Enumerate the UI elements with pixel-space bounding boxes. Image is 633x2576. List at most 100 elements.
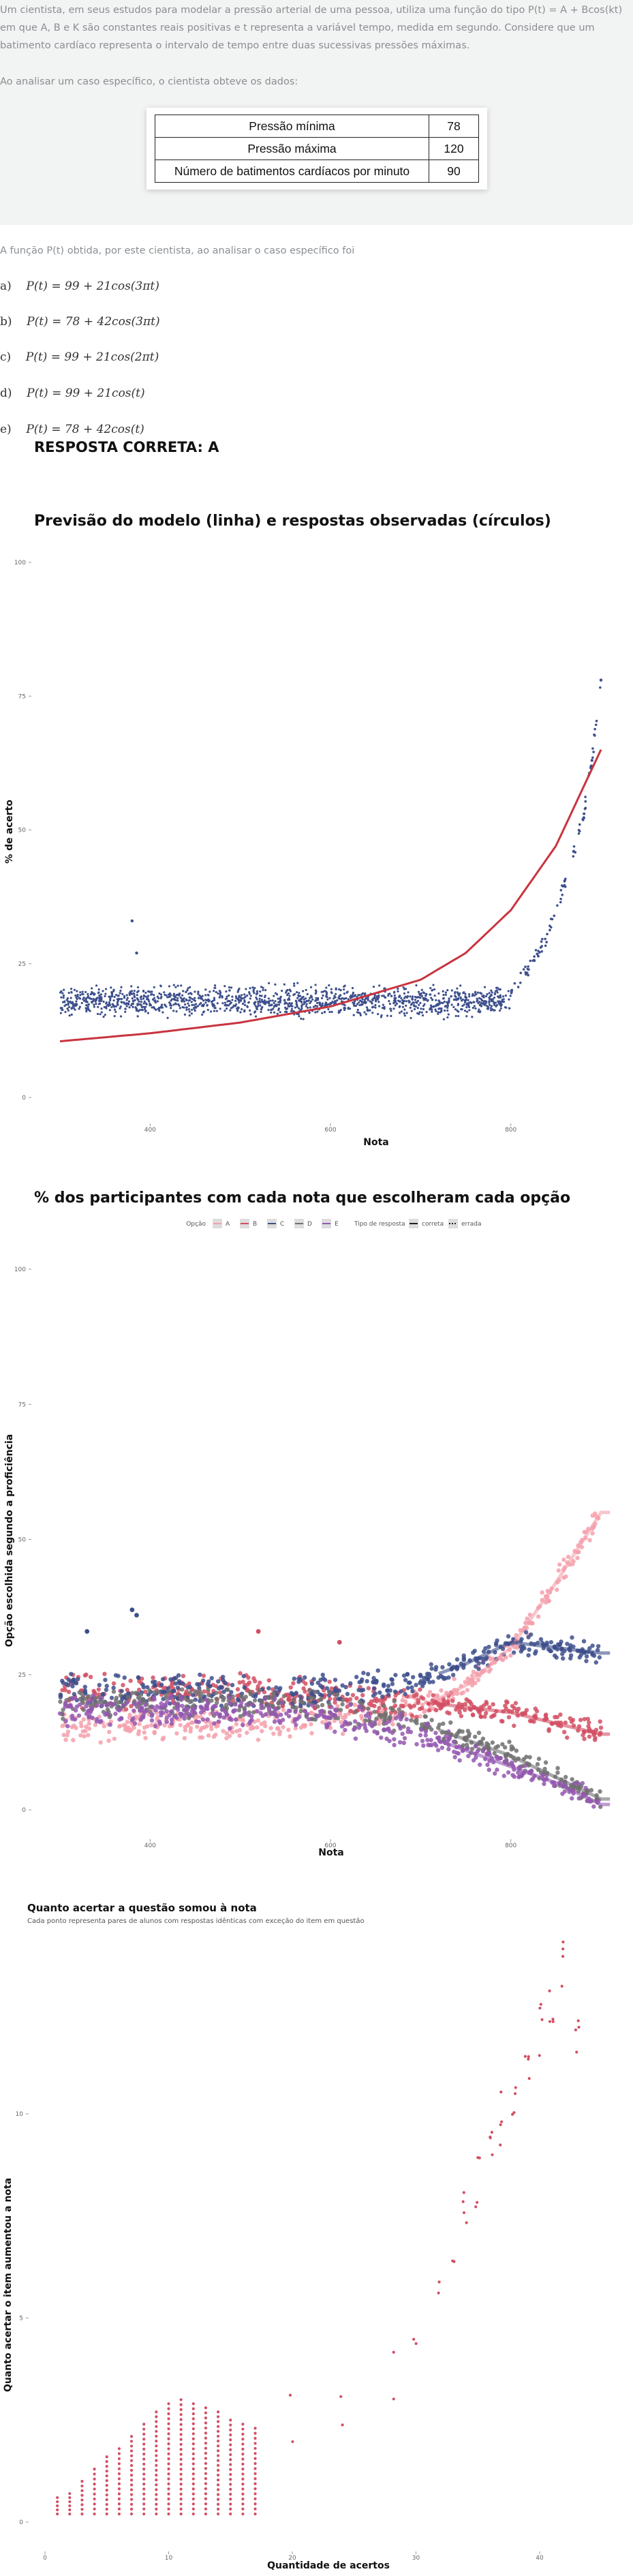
data-point: [179, 2403, 183, 2406]
option-c[interactable]: c) P(t) = 99 + 21cos(2πt): [0, 350, 159, 364]
data-point: [288, 2393, 292, 2397]
observed-point: [420, 988, 423, 991]
data-point: [217, 2468, 220, 2472]
observed-point: [307, 999, 310, 1002]
observed-point: [321, 1002, 324, 1005]
data-point: [80, 2480, 84, 2483]
observed-point: [493, 1001, 495, 1003]
observed-point: [117, 1003, 119, 1006]
observed-point: [181, 999, 183, 1002]
observed-point: [277, 1001, 280, 1003]
observed-point: [84, 1007, 87, 1010]
data-point: [56, 2500, 59, 2504]
observed-point: [185, 1008, 188, 1011]
observed-point: [474, 990, 477, 993]
observed-point: [456, 987, 459, 990]
observed-point: [419, 1001, 422, 1004]
data-point: [117, 2447, 121, 2451]
data-point: [538, 2006, 542, 2010]
observed-point: [253, 992, 256, 995]
observed-point: [256, 998, 258, 1001]
data-point: [80, 2503, 84, 2506]
data-point: [217, 2420, 220, 2423]
observed-point: [99, 1013, 102, 1016]
data-point: [204, 2411, 208, 2414]
data-point: [527, 2077, 531, 2080]
option-d[interactable]: d) P(t) = 99 + 21cos(t): [0, 387, 145, 400]
observed-point: [399, 995, 401, 997]
data-point: [142, 2447, 146, 2451]
observed-point: [400, 997, 403, 999]
observed-point: [300, 1007, 303, 1010]
observed-point: [190, 1001, 193, 1003]
data-point: [191, 2482, 195, 2486]
observed-point: [193, 1003, 196, 1006]
option-e[interactable]: e) P(t) = 78 + 42cos(t): [0, 423, 144, 436]
data-point: [217, 2434, 220, 2438]
observed-point: [128, 1006, 131, 1009]
data-point: [204, 2436, 208, 2440]
table-row: Número de batimentos cardíacos por minut…: [155, 160, 479, 183]
observed-point: [468, 995, 471, 998]
observed-point: [287, 992, 290, 995]
observed-point: [140, 1008, 143, 1011]
data-point: [68, 2504, 72, 2508]
observed-point: [371, 1012, 374, 1014]
option-a[interactable]: a) P(t) = 99 + 21cos(3πt): [0, 279, 159, 293]
observed-point: [374, 1006, 377, 1009]
observed-point: [325, 993, 328, 996]
data-point: [253, 2482, 257, 2485]
observed-point: [416, 999, 420, 1002]
observed-point: [463, 1010, 467, 1012]
observed-point: [181, 1005, 184, 1009]
observed-point: [144, 1005, 147, 1008]
data-table-card: Pressão mínima 78 Pressão máxima 120 Núm…: [146, 108, 487, 190]
observed-point: [268, 982, 271, 984]
observed-point: [447, 1013, 450, 1016]
chart3-x-label: Quantidade de acertos: [267, 2560, 390, 2571]
observed-point: [508, 1007, 511, 1010]
observed-point: [300, 1001, 303, 1003]
data-point: [217, 2493, 220, 2496]
observed-point: [327, 1007, 330, 1011]
data-point: [204, 2477, 208, 2481]
observed-point: [179, 996, 182, 999]
observed-point: [464, 996, 467, 999]
data-point: [489, 2135, 492, 2139]
data-point: [461, 2200, 465, 2203]
data-point: [68, 2508, 72, 2512]
observed-point: [176, 997, 179, 999]
data-point: [204, 2512, 208, 2516]
observed-point: [509, 995, 512, 997]
data-point: [476, 2156, 480, 2160]
observed-point: [140, 998, 142, 1001]
data-table: Pressão mínima 78 Pressão máxima 120 Núm…: [155, 115, 479, 183]
observed-point: [187, 987, 189, 990]
observed-point: [84, 998, 87, 1001]
observed-point: [475, 993, 478, 996]
observed-point: [454, 995, 457, 998]
option-formula: P(t) = 78 + 42cos(3πt): [27, 315, 160, 329]
observed-point: [480, 1005, 483, 1007]
data-point: [167, 2407, 170, 2410]
data-point: [105, 2465, 108, 2468]
observed-point: [144, 995, 147, 998]
observed-point: [260, 1007, 263, 1010]
observed-point: [277, 1003, 281, 1006]
observed-point: [352, 991, 354, 994]
observed-point: [499, 1009, 501, 1012]
observed-point: [243, 1001, 246, 1003]
observed-point: [137, 998, 140, 1001]
option-b[interactable]: b) P(t) = 78 + 42cos(3πt): [0, 315, 160, 329]
observed-point: [194, 997, 196, 999]
observed-point: [209, 990, 211, 993]
observed-point: [410, 1010, 413, 1012]
observed-point: [119, 1015, 123, 1018]
data-point: [217, 2429, 220, 2433]
observed-point: [190, 1012, 193, 1015]
data-point: [117, 2487, 121, 2491]
observed-point: [367, 999, 369, 1001]
data-point: [191, 2417, 195, 2421]
observed-point: [293, 982, 296, 985]
observed-point: [95, 1002, 97, 1005]
